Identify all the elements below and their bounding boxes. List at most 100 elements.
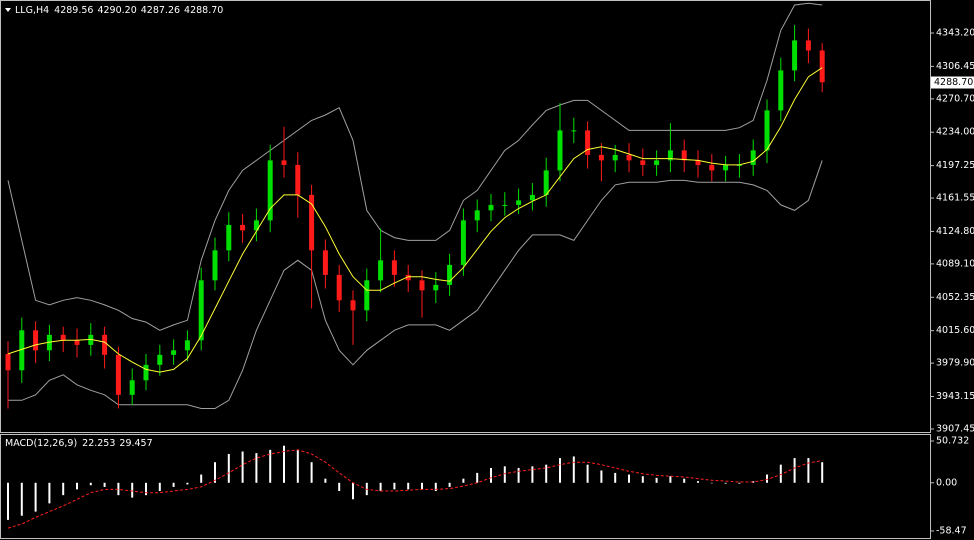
candle-body <box>764 110 770 151</box>
candle-body <box>364 280 370 311</box>
macd-bar <box>407 482 410 490</box>
axes: 4343.20 4306.45 4270.70 4234.00 4197.25 4161.… <box>930 27 974 536</box>
macd-bar <box>559 458 561 483</box>
candle-body <box>129 380 135 395</box>
candle-body <box>60 334 66 341</box>
candle-body <box>681 150 687 161</box>
macd-bar <box>710 482 713 484</box>
candle-body <box>819 50 825 83</box>
macd-bar <box>227 453 230 483</box>
candle-body <box>460 220 466 265</box>
y-tick-label: 4124.80 <box>936 226 974 237</box>
macd-bar <box>821 462 824 483</box>
candle-body <box>474 210 480 221</box>
macd-bar <box>338 482 341 492</box>
candle-body <box>723 164 729 171</box>
y-tick-label: 4089.10 <box>936 258 974 269</box>
bollinger-lower <box>8 160 823 409</box>
candle-body <box>447 264 453 285</box>
header-value: 4289.56 <box>54 5 93 16</box>
candle-body <box>378 260 384 281</box>
header-value: 4287.26 <box>141 5 180 16</box>
macd-bar <box>20 482 23 516</box>
candle-body <box>598 154 604 161</box>
candle-body <box>529 194 535 201</box>
menu-arrow[interactable] <box>5 8 11 12</box>
header-value: 29.457 <box>119 438 152 449</box>
header-value: 22.253 <box>82 438 115 449</box>
last-price-box <box>931 76 974 89</box>
candle-body <box>102 334 108 355</box>
y-tick-label: 4161.55 <box>936 193 974 204</box>
moving-average <box>7 67 823 373</box>
macd-bar <box>683 478 686 483</box>
macd-bar <box>807 458 810 483</box>
candle-body <box>5 353 11 371</box>
y-tick-label: 4052.35 <box>936 292 974 303</box>
macd-bar <box>503 466 506 483</box>
macd-bar <box>490 467 492 483</box>
header-value: 4288.70 <box>184 5 223 16</box>
macd-bar <box>172 482 175 487</box>
candle-body <box>571 130 577 132</box>
y-tick-label: 3907.45 <box>936 423 974 434</box>
macd-bar <box>214 462 216 483</box>
macd-bar <box>531 466 534 483</box>
macd-bar <box>255 453 258 483</box>
macd-bar <box>421 482 423 490</box>
macd-bar <box>89 482 92 486</box>
macd-bar <box>641 476 644 483</box>
price-pane <box>5 2 825 409</box>
macd-header: MACD(12,26,9) 22.253 29.457 <box>5 438 153 449</box>
candle-body <box>405 274 411 281</box>
macd-bar <box>545 464 548 483</box>
candle-body <box>667 150 673 161</box>
macd-bar <box>310 462 313 483</box>
candle-body <box>115 354 121 395</box>
candle-body <box>502 204 508 206</box>
candle-body <box>184 340 190 351</box>
candle-body <box>350 300 356 311</box>
candle-body <box>419 280 425 291</box>
macd-pane-frame <box>0 434 931 539</box>
candle-body <box>267 160 273 221</box>
macd-bar <box>7 482 9 520</box>
macd-bar <box>476 472 479 483</box>
candle-body <box>322 250 328 275</box>
macd-bar <box>352 482 354 500</box>
y-tick-label: 4270.70 <box>936 93 974 104</box>
price-pane-frame <box>0 0 931 433</box>
macd-bar <box>62 482 65 496</box>
candle-body <box>805 40 811 51</box>
macd-bar <box>241 451 244 483</box>
macd-bar <box>462 478 465 483</box>
macd-bar <box>614 472 617 483</box>
macd-bar <box>393 482 396 490</box>
macd-bar <box>269 449 272 483</box>
candle-body <box>750 150 756 165</box>
macd-bar <box>738 482 741 484</box>
macd-bar <box>117 482 120 496</box>
symbol: LLG,H4 <box>15 5 49 16</box>
y-tick-label: -58.47 <box>936 525 967 536</box>
header-value: 4290.20 <box>97 5 136 16</box>
candle-body <box>516 200 522 205</box>
y-tick-label: 3979.90 <box>936 358 974 369</box>
macd-bar <box>517 467 520 483</box>
candle-body <box>612 154 618 161</box>
candle-body <box>654 160 660 165</box>
candle-body <box>391 260 397 275</box>
candle-body <box>226 224 232 251</box>
macd-bar <box>779 464 782 483</box>
candle-body <box>19 330 25 371</box>
macd-bar <box>324 478 327 483</box>
macd-bar <box>434 482 437 492</box>
macd-bar <box>793 458 796 483</box>
macd-bar <box>283 445 285 483</box>
price-header: LLG,H4 4289.56 4290.20 4287.26 4288.70 <box>15 5 223 16</box>
candle-body <box>543 170 549 195</box>
y-tick-label: 4015.60 <box>936 325 974 336</box>
y-tick-label: 3943.15 <box>936 391 974 402</box>
macd-pane <box>7 445 824 529</box>
